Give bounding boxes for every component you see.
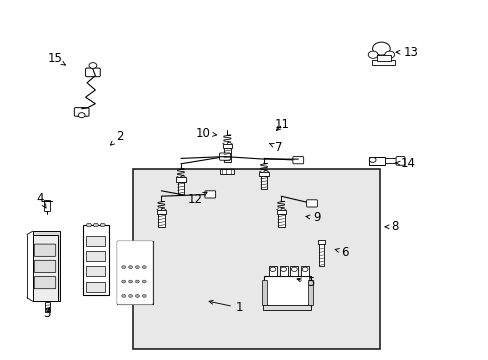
Bar: [290, 266, 298, 276]
Circle shape: [280, 267, 286, 271]
Text: 6: 6: [334, 246, 348, 258]
FancyBboxPatch shape: [34, 260, 56, 273]
Circle shape: [122, 294, 125, 297]
Bar: [277, 214, 284, 227]
Bar: [33, 231, 60, 301]
Bar: [259, 172, 268, 176]
Text: 13: 13: [395, 46, 417, 59]
Text: 10: 10: [195, 127, 216, 140]
Bar: [224, 148, 230, 162]
FancyBboxPatch shape: [292, 157, 303, 164]
Text: 1: 1: [209, 300, 243, 314]
FancyBboxPatch shape: [85, 68, 100, 77]
Text: 15: 15: [47, 52, 65, 65]
Bar: [268, 266, 276, 276]
Bar: [263, 305, 311, 310]
Text: 14: 14: [394, 157, 415, 170]
Text: 11: 11: [275, 118, 289, 131]
Circle shape: [384, 51, 394, 58]
Bar: [45, 302, 50, 312]
Text: 9: 9: [305, 211, 320, 224]
Circle shape: [86, 223, 91, 227]
Circle shape: [372, 42, 389, 55]
Circle shape: [368, 157, 375, 162]
Bar: [301, 266, 308, 276]
FancyBboxPatch shape: [34, 244, 56, 256]
Circle shape: [291, 267, 297, 271]
Text: 8: 8: [385, 220, 398, 233]
Bar: [85, 236, 105, 246]
Bar: [220, 169, 233, 174]
Circle shape: [122, 266, 125, 269]
Bar: [85, 266, 105, 276]
Text: 7: 7: [269, 141, 282, 154]
Bar: [85, 251, 105, 261]
FancyBboxPatch shape: [117, 241, 153, 305]
Bar: [384, 158, 396, 163]
Text: 12: 12: [188, 192, 206, 206]
Text: 4: 4: [36, 192, 46, 208]
Circle shape: [122, 280, 125, 283]
Bar: [260, 176, 267, 189]
Circle shape: [142, 266, 146, 269]
Bar: [158, 214, 164, 227]
Bar: [376, 55, 390, 61]
Bar: [177, 181, 184, 194]
Circle shape: [135, 294, 139, 297]
Bar: [157, 210, 165, 214]
Circle shape: [100, 223, 105, 227]
Bar: [85, 282, 105, 292]
Circle shape: [135, 266, 139, 269]
Circle shape: [269, 267, 275, 271]
FancyBboxPatch shape: [74, 108, 89, 116]
Bar: [368, 157, 384, 165]
Bar: [44, 200, 50, 211]
Bar: [133, 169, 380, 349]
Bar: [261, 280, 266, 305]
Bar: [317, 240, 325, 244]
Text: 2: 2: [110, 130, 123, 145]
Bar: [33, 235, 58, 301]
Text: 5: 5: [296, 276, 314, 289]
Circle shape: [367, 51, 377, 58]
Circle shape: [128, 280, 132, 283]
Circle shape: [89, 63, 97, 68]
FancyBboxPatch shape: [204, 191, 215, 198]
Bar: [276, 210, 285, 214]
Bar: [307, 280, 312, 305]
Bar: [264, 276, 310, 307]
Text: 3: 3: [42, 307, 50, 320]
Bar: [279, 266, 287, 276]
FancyBboxPatch shape: [306, 200, 317, 207]
Circle shape: [78, 113, 85, 118]
Bar: [222, 144, 232, 148]
Bar: [371, 60, 394, 65]
Bar: [176, 177, 185, 181]
Circle shape: [142, 294, 146, 297]
Circle shape: [302, 267, 307, 271]
FancyBboxPatch shape: [34, 276, 56, 289]
Circle shape: [142, 280, 146, 283]
Bar: [319, 243, 323, 266]
Bar: [83, 225, 108, 295]
Circle shape: [135, 280, 139, 283]
Circle shape: [128, 266, 132, 269]
Circle shape: [93, 223, 98, 227]
FancyBboxPatch shape: [395, 157, 404, 165]
FancyBboxPatch shape: [219, 153, 230, 160]
Bar: [117, 241, 152, 304]
Circle shape: [128, 294, 132, 297]
